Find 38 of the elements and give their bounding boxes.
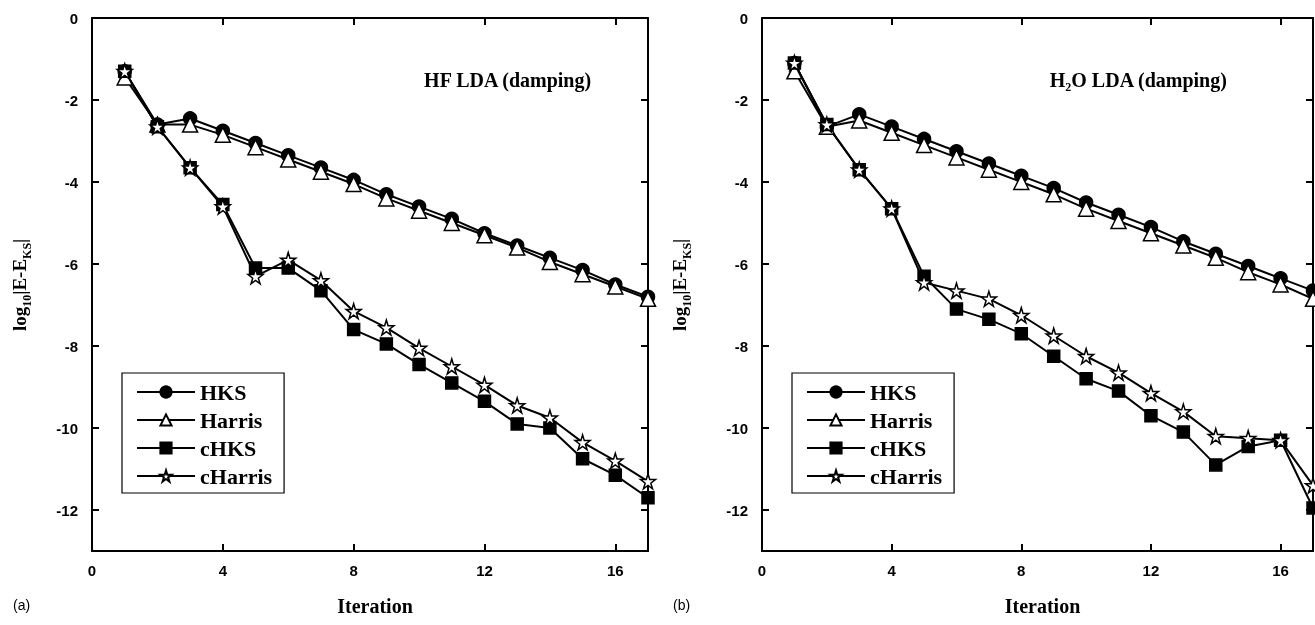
x-axis-title: Iteration: [337, 595, 413, 617]
y-tick-label: -12: [56, 501, 78, 519]
legend-label: Harris: [200, 407, 263, 433]
x-tick-label: 4: [218, 562, 228, 579]
y-tick-label: -6: [734, 255, 748, 273]
x-tick-label: 16: [1272, 562, 1289, 579]
legend-label: cHarris: [200, 463, 273, 489]
x-tick-label: 12: [1142, 562, 1160, 579]
legend-label: HKS: [200, 379, 247, 405]
x-tick-label: 0: [757, 562, 767, 579]
legend-label: Harris: [870, 407, 933, 433]
legend-label: cHKS: [870, 435, 927, 461]
x-tick-label: 4: [887, 562, 897, 579]
y-tick-label: -8: [734, 337, 748, 355]
y-tick-label: -4: [64, 173, 79, 191]
x-tick-label: 12: [476, 562, 493, 579]
y-tick-label: -8: [64, 337, 78, 355]
x-axis-title: Iteration: [1004, 595, 1081, 617]
y-tick-label: -6: [64, 255, 78, 273]
x-tick-label: 8: [349, 562, 358, 579]
text: H₂O LDA (damping): [1049, 69, 1227, 92]
y-tick-label: -2: [734, 91, 748, 109]
y-tick-label: -10: [56, 419, 78, 437]
y-tick-label: -12: [726, 501, 748, 519]
y-tick-label: -10: [726, 419, 748, 437]
y-tick-label: -4: [734, 173, 749, 191]
x-tick-label: 0: [87, 562, 97, 579]
y-tick-label: 0: [739, 9, 748, 27]
text: (b): [673, 597, 691, 613]
x-tick-label: 8: [1017, 562, 1026, 579]
legend-label: HKS: [870, 379, 917, 405]
legend-label: cHarris: [870, 463, 943, 489]
text: (a): [13, 597, 31, 613]
y-tick-label: 0: [69, 9, 78, 27]
legend-label: cHKS: [200, 435, 257, 461]
text: HF LDA (damping): [424, 69, 592, 92]
x-tick-label: 16: [606, 562, 624, 579]
y-tick-label: -2: [64, 91, 78, 109]
